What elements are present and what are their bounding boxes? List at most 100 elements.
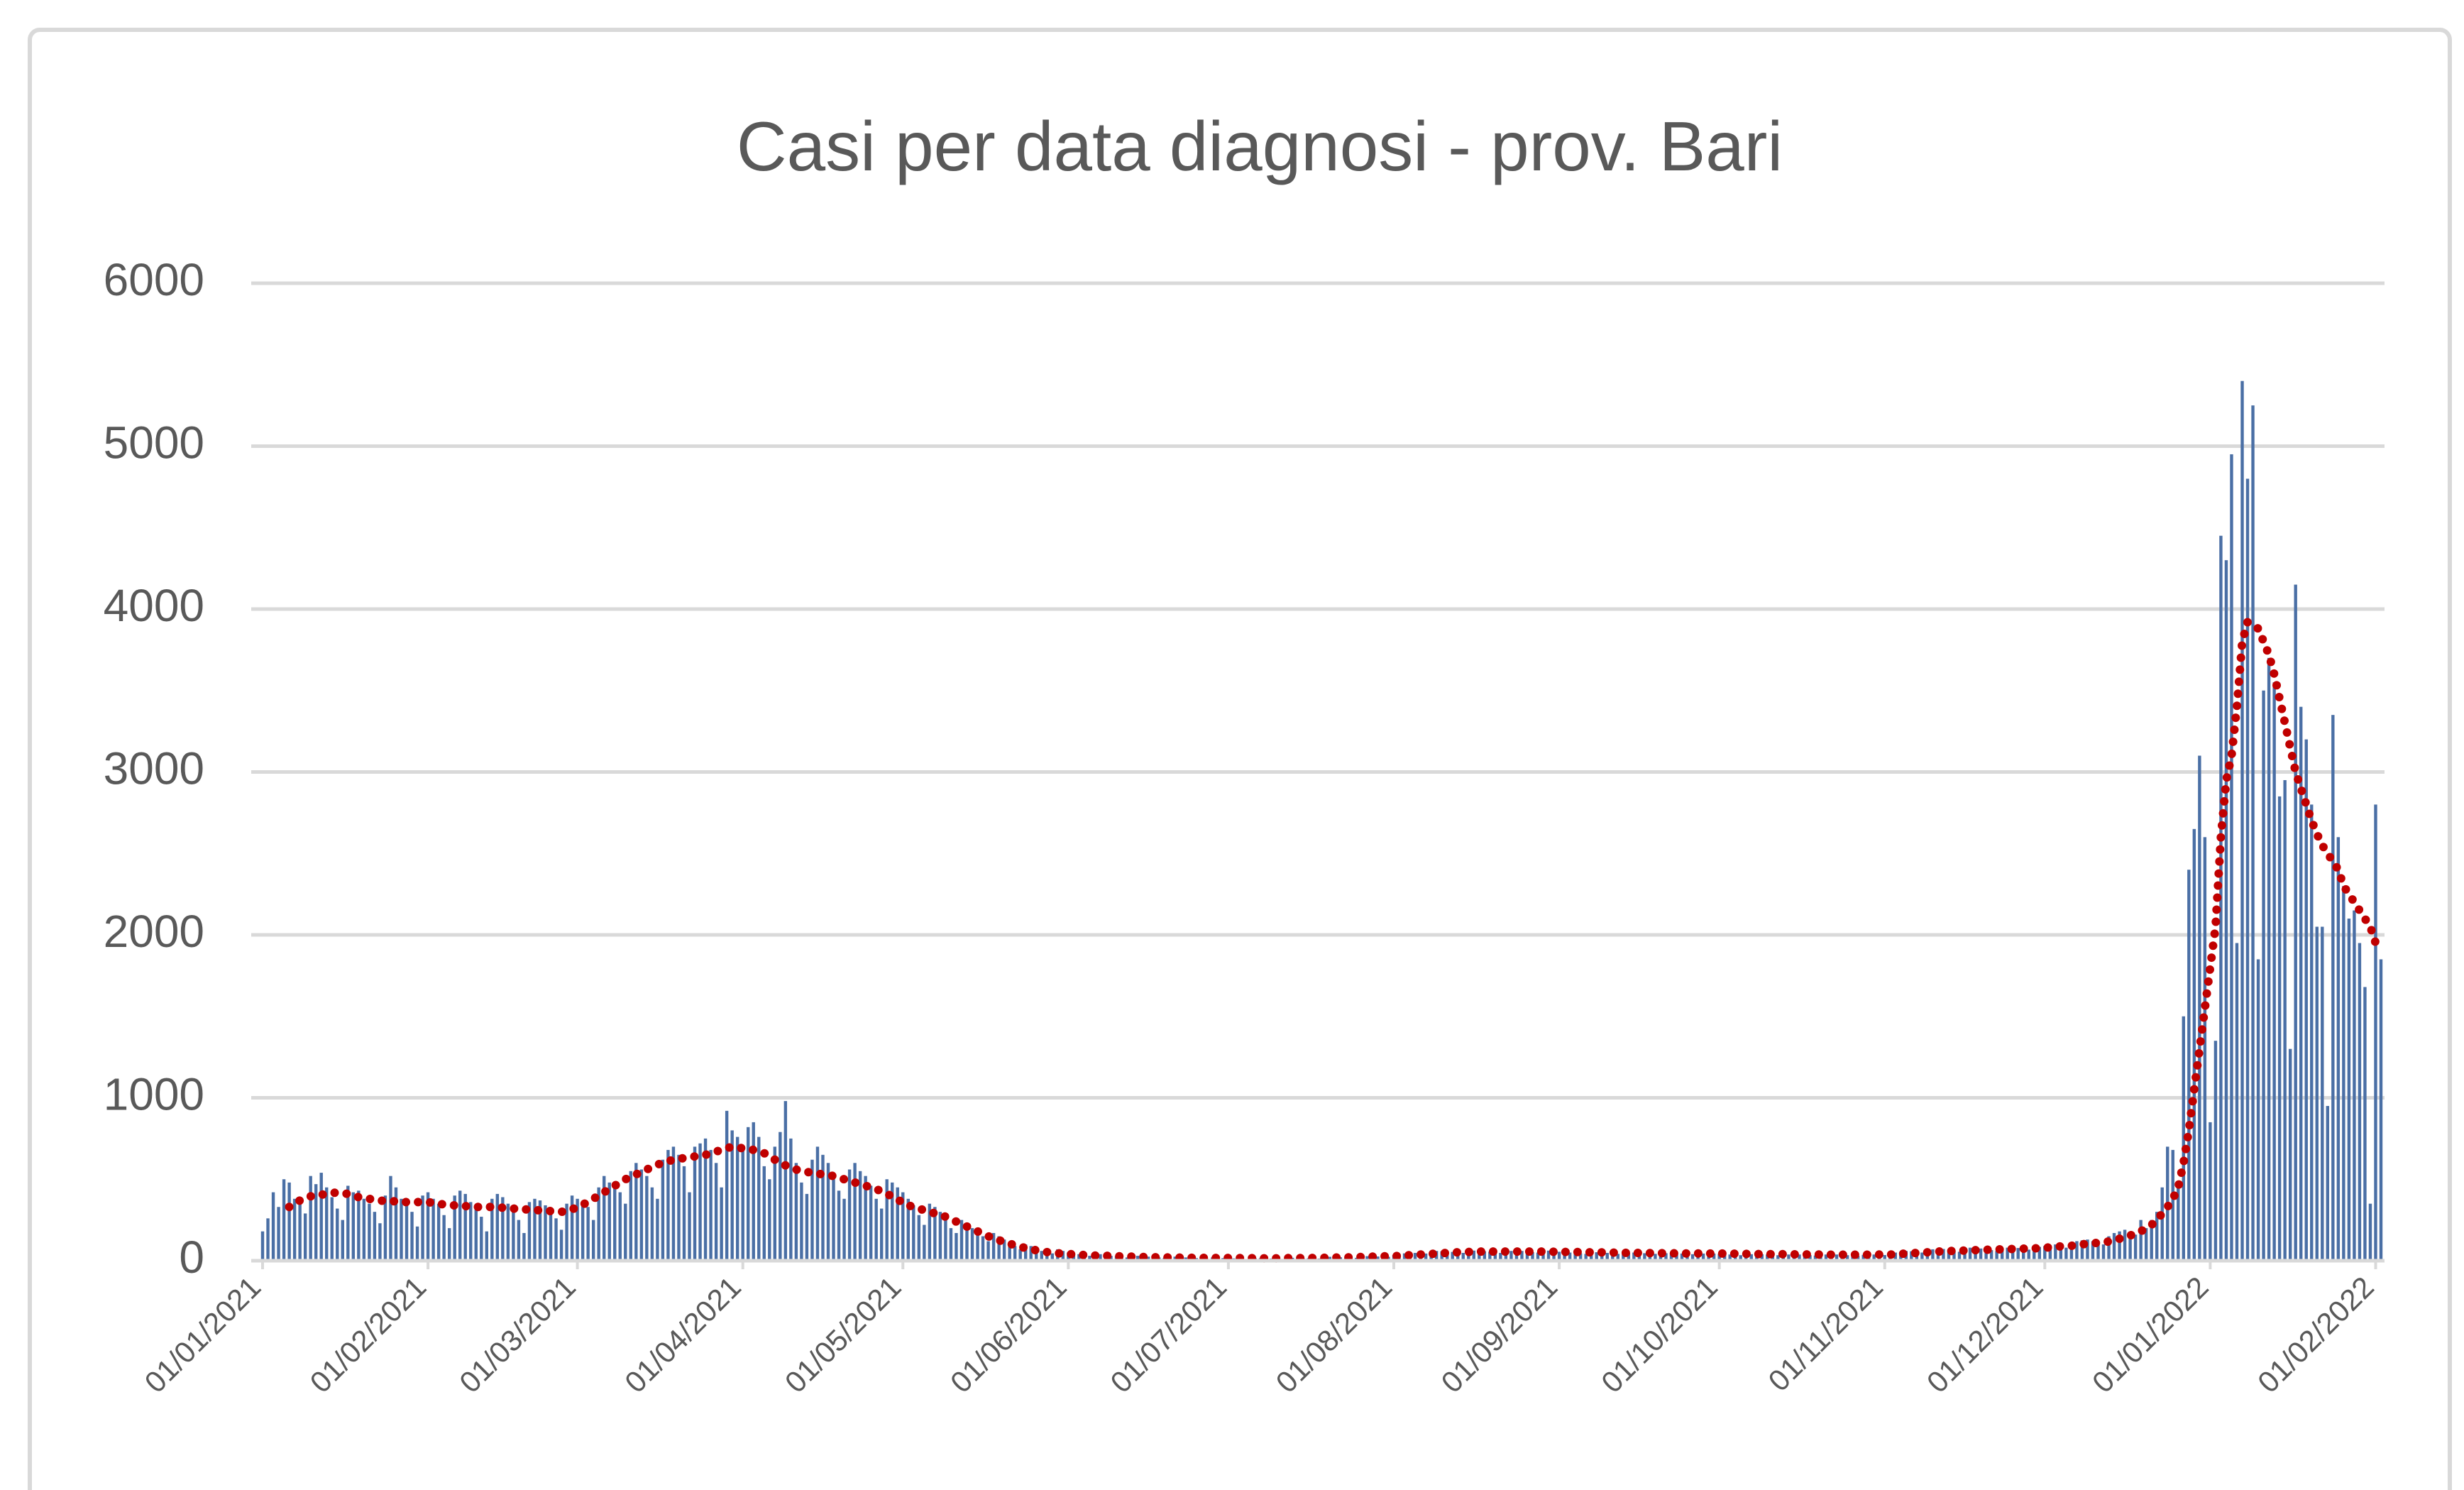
- bar: [976, 1231, 979, 1261]
- bar: [394, 1187, 398, 1261]
- bar: [2171, 1149, 2174, 1261]
- bar: [1605, 1252, 1609, 1261]
- bar: [2288, 1048, 2292, 1261]
- y-tick-label: 2000: [104, 906, 204, 957]
- bar: [2150, 1220, 2153, 1261]
- bar: [1461, 1252, 1465, 1261]
- bar: [2213, 1041, 2218, 1261]
- bar: [1387, 1256, 1390, 1261]
- bar: [463, 1193, 467, 1261]
- bar: [517, 1220, 521, 1261]
- bar: [757, 1136, 761, 1261]
- bar: [2059, 1246, 2063, 1261]
- bar: [1146, 1256, 1150, 1261]
- bar: [1402, 1253, 1407, 1261]
- bar: [826, 1163, 830, 1261]
- bar: [1504, 1251, 1508, 1261]
- bar: [1776, 1255, 1780, 1261]
- bar: [800, 1182, 803, 1261]
- bar: [1957, 1251, 1962, 1261]
- bar: [2101, 1244, 2106, 1261]
- bar: [1045, 1252, 1049, 1261]
- bar: [959, 1220, 964, 1261]
- bar: [709, 1149, 713, 1261]
- bar: [2272, 682, 2276, 1261]
- y-tick-label: 5000: [104, 417, 204, 468]
- bar: [1947, 1249, 1951, 1261]
- bar: [1931, 1249, 1935, 1261]
- bar: [2000, 1249, 2004, 1261]
- bar: [410, 1212, 414, 1261]
- bar: [938, 1212, 942, 1261]
- bar: [1541, 1251, 1545, 1261]
- y-tick-label: 0: [179, 1232, 204, 1283]
- bar: [1749, 1254, 1753, 1261]
- bar: [1478, 1251, 1481, 1261]
- bar: [810, 1159, 814, 1261]
- bar: [1531, 1252, 1534, 1261]
- bar: [815, 1146, 820, 1261]
- bar: [986, 1241, 990, 1261]
- bar: [741, 1146, 744, 1261]
- bar: [1680, 1253, 1684, 1261]
- bar: [271, 1192, 275, 1261]
- bar: [469, 1202, 473, 1261]
- bar: [565, 1203, 568, 1261]
- bar: [955, 1232, 958, 1261]
- bar: [2037, 1247, 2041, 1261]
- bar: [1611, 1253, 1615, 1261]
- bar: [698, 1143, 702, 1261]
- bar: [357, 1190, 361, 1261]
- bar: [747, 1127, 750, 1261]
- bar: [1739, 1255, 1742, 1261]
- bar: [752, 1122, 755, 1261]
- bar: [2277, 796, 2282, 1261]
- bar: [549, 1212, 553, 1261]
- bar: [2112, 1232, 2116, 1261]
- bar: [1018, 1249, 1022, 1261]
- bar: [639, 1169, 644, 1261]
- bar: [645, 1176, 649, 1261]
- bar: [677, 1154, 681, 1261]
- bar: [1376, 1256, 1380, 1261]
- bar: [2027, 1249, 2030, 1261]
- bar: [485, 1231, 488, 1261]
- moving-average-line: [285, 615, 2385, 1263]
- bar: [2187, 870, 2191, 1261]
- bar: [1328, 1256, 1331, 1261]
- bar: [2358, 943, 2362, 1261]
- bar: [1050, 1253, 1054, 1261]
- bar: [533, 1198, 537, 1261]
- bar: [447, 1228, 451, 1261]
- bar: [591, 1220, 595, 1261]
- bar: [2331, 715, 2335, 1261]
- y-tick-label: 4000: [104, 580, 204, 631]
- bar: [336, 1208, 339, 1261]
- bar: [474, 1208, 478, 1261]
- bar: [2353, 910, 2356, 1261]
- bar: [260, 1231, 265, 1261]
- bar: [1813, 1255, 1817, 1261]
- bar: [495, 1193, 500, 1261]
- bar: [618, 1192, 622, 1261]
- bar: [2048, 1245, 2052, 1261]
- bar: [373, 1212, 377, 1261]
- bar: [2069, 1242, 2074, 1261]
- bar: [351, 1192, 356, 1261]
- bar: [1824, 1254, 1828, 1261]
- bar: [1024, 1244, 1028, 1261]
- bar: [2043, 1246, 2047, 1261]
- bar: [1499, 1252, 1502, 1261]
- bar: [346, 1185, 350, 1261]
- bar: [1040, 1251, 1043, 1261]
- bar: [309, 1176, 312, 1261]
- bar: [1787, 1254, 1791, 1261]
- bar: [586, 1207, 590, 1261]
- bar: [1712, 1253, 1716, 1261]
- bar: [1659, 1254, 1663, 1261]
- bar: [378, 1223, 382, 1261]
- bar: [656, 1198, 659, 1261]
- bar: [1979, 1248, 1983, 1261]
- bar: [1968, 1247, 1972, 1261]
